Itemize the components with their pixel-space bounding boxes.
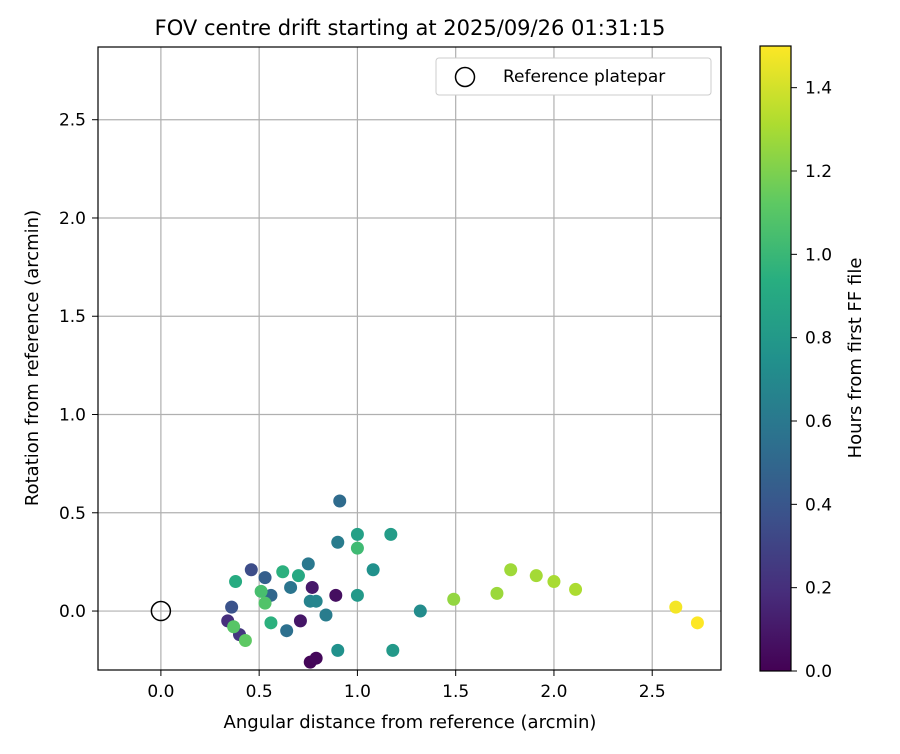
colorbar-gradient bbox=[760, 46, 791, 671]
data-point bbox=[227, 620, 241, 634]
data-point bbox=[319, 608, 333, 622]
y-tick-label: 1.0 bbox=[59, 406, 86, 426]
data-point bbox=[309, 594, 323, 608]
y-tick-label: 0.0 bbox=[59, 602, 86, 622]
y-tick-label: 0.5 bbox=[59, 504, 86, 524]
colorbar-frame bbox=[759, 45, 792, 672]
chart-title: FOV centre drift starting at 2025/09/26 … bbox=[155, 16, 666, 40]
data-point bbox=[284, 580, 298, 594]
data-point bbox=[366, 563, 380, 577]
data-point bbox=[490, 586, 504, 600]
data-point bbox=[331, 535, 345, 549]
data-point bbox=[301, 557, 315, 571]
data-point bbox=[669, 600, 683, 614]
legend-entry-label: Reference platepar bbox=[503, 67, 665, 87]
reference-point-marker bbox=[150, 600, 172, 622]
data-point bbox=[293, 614, 307, 628]
data-point bbox=[569, 582, 583, 596]
data-point bbox=[690, 616, 704, 630]
data-point bbox=[258, 596, 272, 610]
data-point bbox=[258, 571, 272, 585]
data-point bbox=[547, 575, 561, 589]
colorbar-tick-label: 0.4 bbox=[805, 495, 832, 515]
data-point bbox=[264, 616, 278, 630]
y-axis-label: Rotation from reference (arcmin) bbox=[22, 210, 43, 506]
colorbar-tick-label: 1.0 bbox=[805, 245, 832, 265]
data-point bbox=[225, 600, 239, 614]
colorbar-tick-label: 0.0 bbox=[805, 662, 832, 682]
colorbar-tick-label: 1.2 bbox=[805, 162, 832, 182]
y-tick-label: 2.5 bbox=[59, 111, 86, 131]
colorbar-tick-label: 1.4 bbox=[805, 79, 832, 99]
data-point bbox=[329, 588, 343, 602]
legend: Reference platepar bbox=[435, 57, 712, 96]
colorbar-ticks: 0.0 0.2 0.4 0.6 0.8 1.0 1.2 1.4 bbox=[791, 79, 832, 682]
x-tick-label: 2.5 bbox=[639, 682, 666, 702]
data-point bbox=[238, 634, 252, 648]
data-point bbox=[244, 563, 258, 577]
data-point bbox=[386, 643, 400, 657]
data-point bbox=[529, 569, 543, 583]
colorbar-tick-label: 0.6 bbox=[805, 412, 832, 432]
plot-area-frame bbox=[97, 46, 722, 671]
data-point bbox=[447, 592, 461, 606]
x-axis-label: Angular distance from reference (arcmin) bbox=[224, 712, 597, 733]
y-tick-label: 2.0 bbox=[59, 209, 86, 229]
data-point bbox=[254, 584, 268, 598]
axis-ticks: 0.0 0.5 1.0 1.5 2.0 2.5 0.0 0.5 1.0 1.5 2.0 2.5 bbox=[59, 111, 666, 702]
x-tick-label: 0.5 bbox=[246, 682, 273, 702]
data-point bbox=[504, 563, 518, 577]
x-tick-label: 1.0 bbox=[344, 682, 371, 702]
data-point bbox=[350, 588, 364, 602]
grid bbox=[98, 47, 721, 670]
data-point bbox=[291, 569, 305, 583]
y-tick-label: 1.5 bbox=[59, 307, 86, 327]
legend-marker-icon bbox=[454, 66, 476, 88]
data-points bbox=[221, 494, 704, 669]
colorbar-tick-label: 0.2 bbox=[805, 579, 832, 599]
data-point bbox=[413, 604, 427, 618]
data-point bbox=[309, 651, 323, 665]
x-tick-label: 0.0 bbox=[147, 682, 174, 702]
colorbar-label: Hours from first FF file bbox=[845, 258, 866, 459]
x-tick-label: 1.5 bbox=[442, 682, 469, 702]
x-tick-label: 2.0 bbox=[540, 682, 567, 702]
data-point bbox=[229, 575, 243, 589]
data-point bbox=[350, 541, 364, 555]
colorbar-tick-label: 0.8 bbox=[805, 329, 832, 349]
data-point bbox=[305, 580, 319, 594]
data-point bbox=[331, 643, 345, 657]
data-point bbox=[280, 624, 294, 638]
data-point bbox=[276, 565, 290, 579]
legend-frame bbox=[435, 57, 712, 96]
data-point bbox=[333, 494, 347, 508]
data-point bbox=[350, 527, 364, 541]
data-point bbox=[384, 527, 398, 541]
colorbar: 0.0 0.2 0.4 0.6 0.8 1.0 1.2 1.4 Hours from firs… bbox=[759, 45, 866, 682]
